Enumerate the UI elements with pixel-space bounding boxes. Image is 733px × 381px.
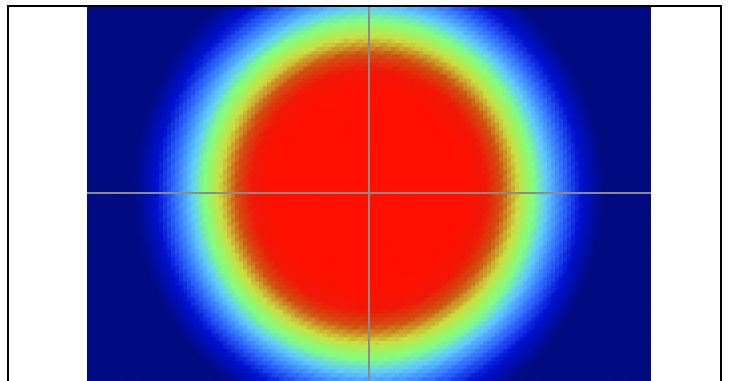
image-viewer-frame [7, 5, 722, 381]
crosshair-vertical-line[interactable] [368, 7, 370, 381]
crosshair-horizontal-line[interactable] [87, 192, 651, 194]
